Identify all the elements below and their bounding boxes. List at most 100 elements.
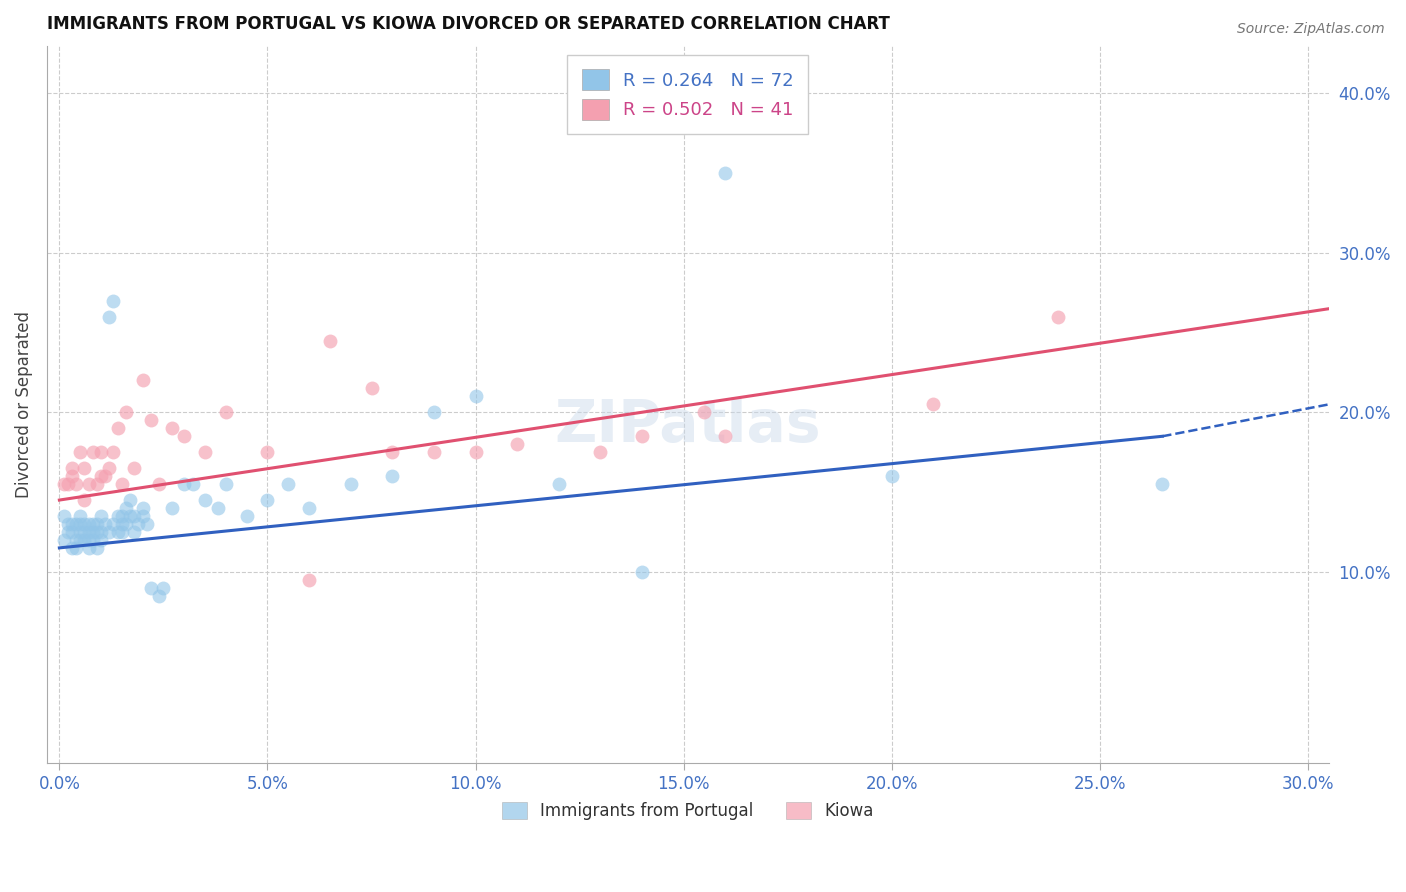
Point	[631, 565, 654, 579]
Point	[423, 405, 446, 419]
Point	[73, 516, 96, 531]
Point	[124, 461, 146, 475]
Point	[714, 429, 737, 443]
Point	[464, 389, 486, 403]
Point	[56, 516, 79, 531]
Point	[111, 516, 134, 531]
Point	[381, 469, 404, 483]
Point	[115, 405, 138, 419]
Point	[60, 469, 83, 483]
Point	[922, 397, 945, 411]
Point	[52, 477, 75, 491]
Point	[94, 469, 117, 483]
Point	[277, 477, 299, 491]
Point	[103, 445, 125, 459]
Point	[256, 445, 278, 459]
Point	[115, 501, 138, 516]
Point	[82, 524, 104, 539]
Point	[60, 516, 83, 531]
Point	[98, 310, 121, 324]
Point	[547, 477, 569, 491]
Text: Source: ZipAtlas.com: Source: ZipAtlas.com	[1237, 22, 1385, 37]
Point	[98, 524, 121, 539]
Point	[82, 445, 104, 459]
Point	[589, 445, 612, 459]
Point	[194, 493, 217, 508]
Point	[65, 541, 87, 555]
Point	[86, 541, 108, 555]
Point	[77, 541, 100, 555]
Point	[111, 508, 134, 523]
Point	[77, 516, 100, 531]
Point	[120, 508, 142, 523]
Point	[52, 533, 75, 547]
Point	[111, 477, 134, 491]
Text: ZIPatlas: ZIPatlas	[554, 398, 821, 454]
Point	[90, 469, 112, 483]
Point	[194, 445, 217, 459]
Point	[124, 524, 146, 539]
Point	[107, 524, 129, 539]
Point	[127, 516, 149, 531]
Point	[207, 501, 229, 516]
Point	[90, 508, 112, 523]
Point	[60, 524, 83, 539]
Point	[73, 461, 96, 475]
Point	[90, 524, 112, 539]
Point	[120, 493, 142, 508]
Point	[256, 493, 278, 508]
Point	[215, 477, 238, 491]
Y-axis label: Divorced or Separated: Divorced or Separated	[15, 311, 32, 498]
Point	[103, 516, 125, 531]
Point	[82, 533, 104, 547]
Point	[181, 477, 204, 491]
Point	[86, 524, 108, 539]
Point	[139, 413, 162, 427]
Point	[148, 589, 170, 603]
Point	[73, 533, 96, 547]
Point	[69, 524, 91, 539]
Point	[90, 445, 112, 459]
Point	[73, 524, 96, 539]
Point	[94, 516, 117, 531]
Point	[65, 533, 87, 547]
Point	[69, 533, 91, 547]
Point	[73, 493, 96, 508]
Point	[56, 524, 79, 539]
Point	[115, 516, 138, 531]
Point	[880, 469, 903, 483]
Point	[86, 516, 108, 531]
Point	[693, 405, 716, 419]
Point	[423, 445, 446, 459]
Point	[135, 516, 157, 531]
Point	[65, 516, 87, 531]
Point	[60, 461, 83, 475]
Point	[77, 477, 100, 491]
Point	[52, 508, 75, 523]
Point	[215, 405, 238, 419]
Point	[65, 477, 87, 491]
Point	[631, 429, 654, 443]
Point	[69, 445, 91, 459]
Point	[160, 421, 183, 435]
Point	[82, 516, 104, 531]
Point	[298, 573, 321, 587]
Point	[131, 374, 153, 388]
Point	[69, 508, 91, 523]
Point	[90, 533, 112, 547]
Point	[69, 516, 91, 531]
Point	[107, 421, 129, 435]
Point	[148, 477, 170, 491]
Point	[381, 445, 404, 459]
Point	[98, 461, 121, 475]
Point	[124, 508, 146, 523]
Point	[173, 477, 195, 491]
Point	[56, 477, 79, 491]
Point	[152, 581, 174, 595]
Point	[464, 445, 486, 459]
Point	[103, 293, 125, 308]
Point	[77, 524, 100, 539]
Point	[298, 501, 321, 516]
Point	[131, 508, 153, 523]
Legend: Immigrants from Portugal, Kiowa: Immigrants from Portugal, Kiowa	[495, 795, 880, 827]
